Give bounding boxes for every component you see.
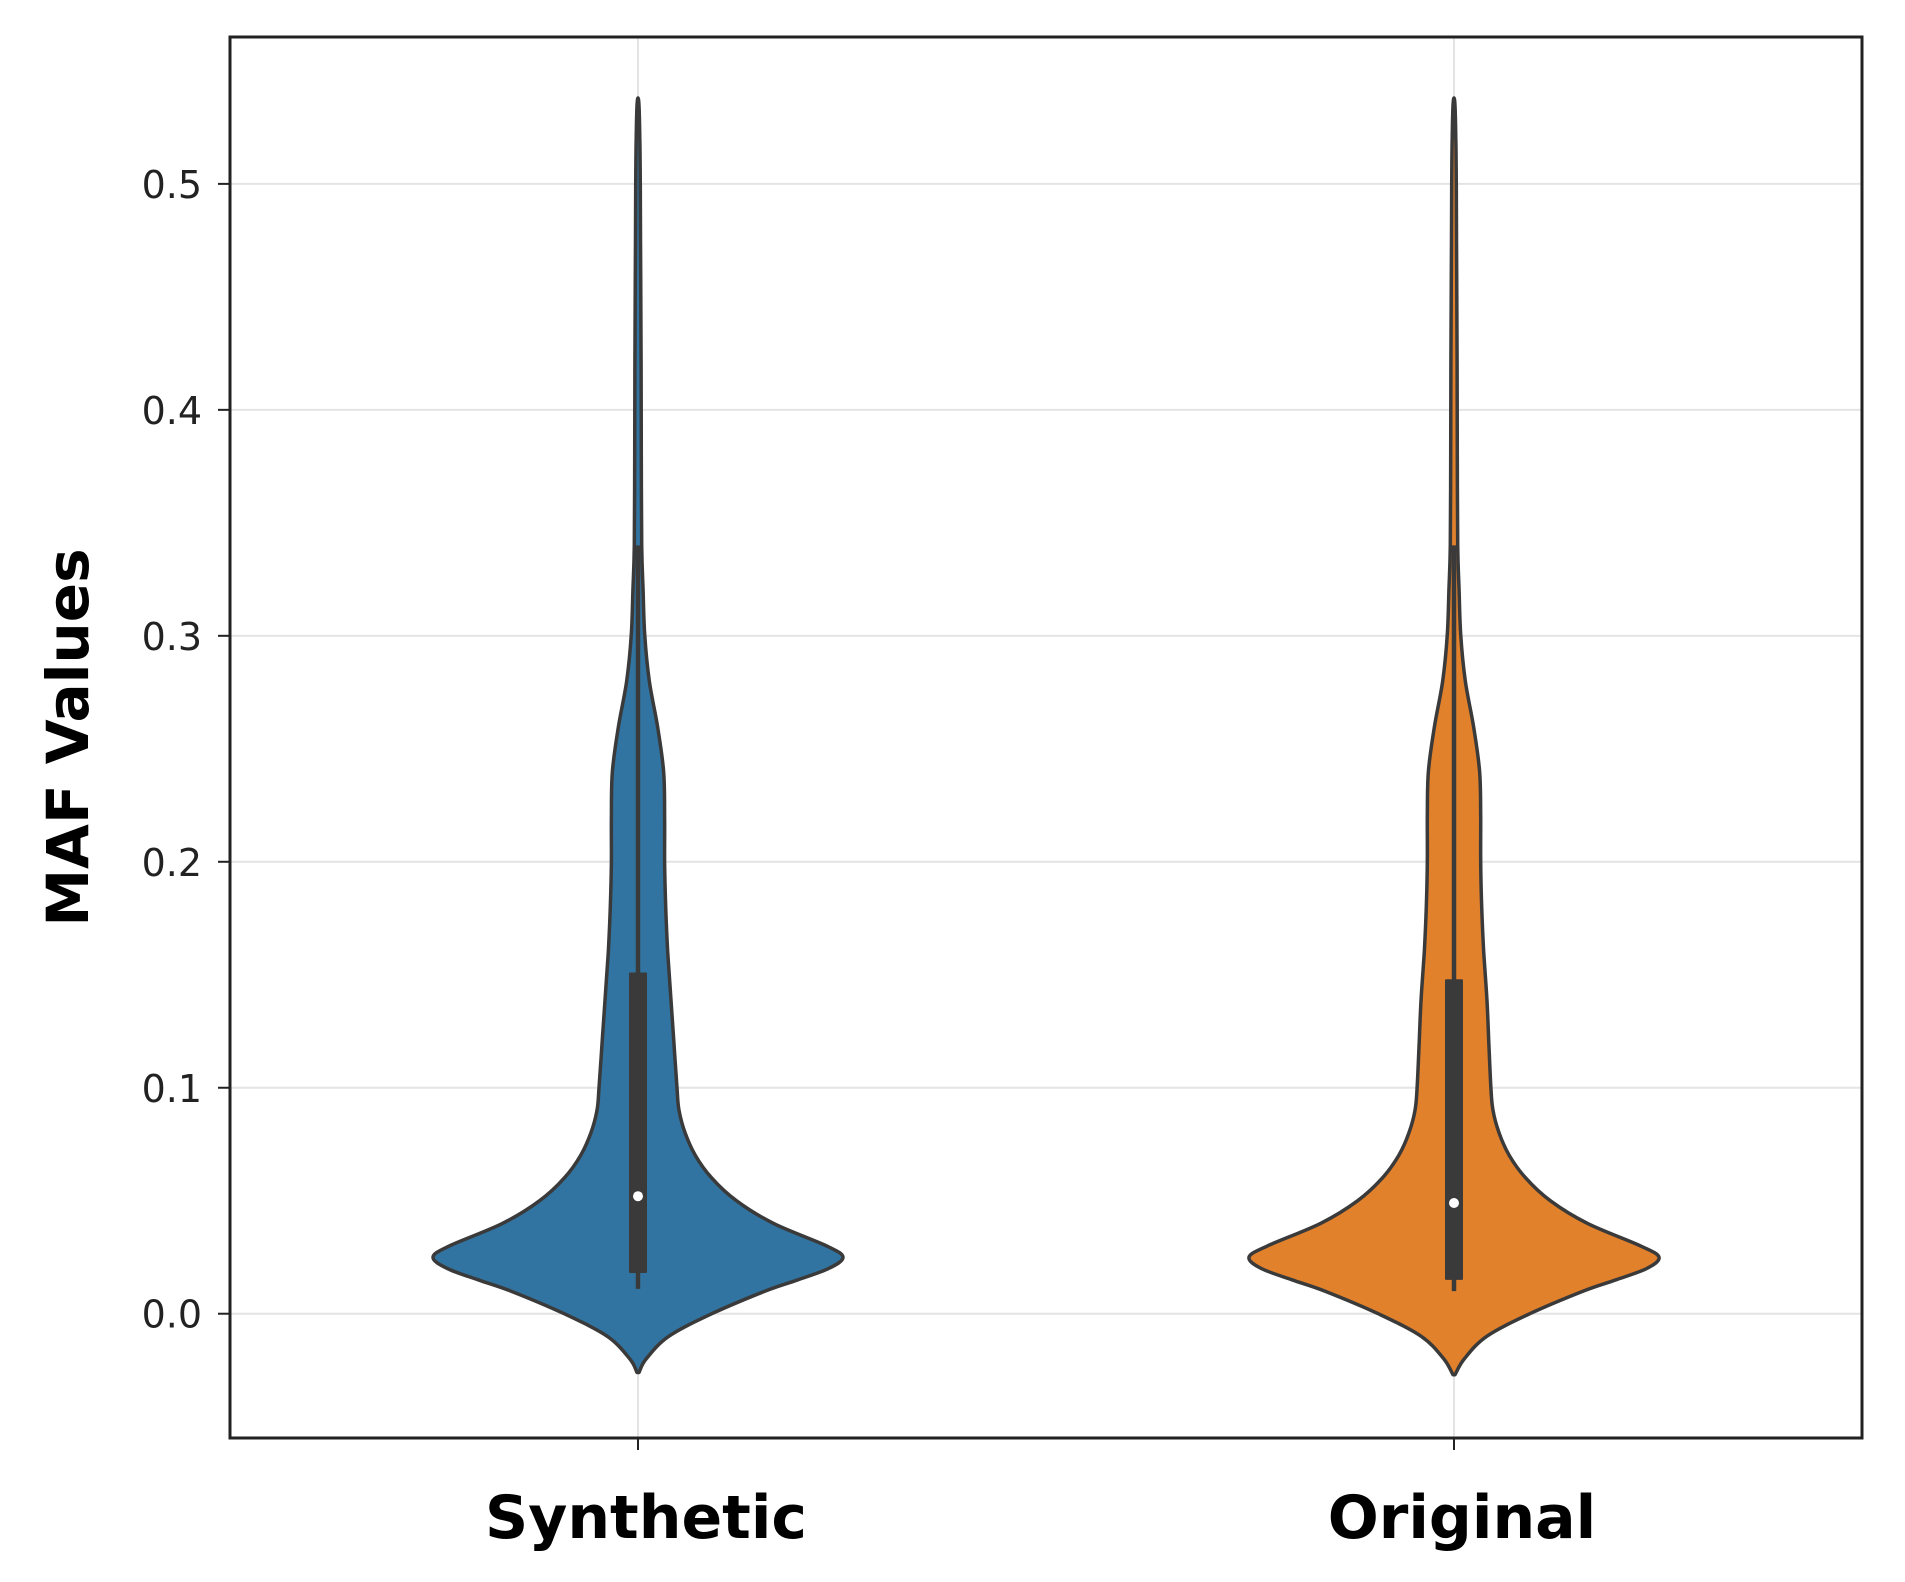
violin-iqr-box (1445, 979, 1463, 1280)
y-tick-label: 0.1 (142, 1067, 202, 1111)
y-tick-label: 0.0 (142, 1293, 202, 1337)
plot-frame (228, 35, 1864, 1440)
y-tick-label: 0.4 (142, 389, 202, 433)
axes-layer (228, 35, 1864, 1440)
grid-layer (230, 37, 1862, 1438)
violin-median-point (1449, 1197, 1459, 1208)
violin-iqr-box (629, 972, 647, 1274)
y-tick-label: 0.5 (142, 163, 202, 207)
y-tick-label: 0.2 (142, 841, 202, 885)
violin-median-point (633, 1191, 643, 1202)
y-axis-label: MAF Values (34, 548, 102, 926)
violin-layer (431, 96, 1661, 1377)
x-tick-label: Synthetic (485, 1483, 807, 1553)
tick-layer: 0.0 0.1 0.2 0.3 0.4 0.5 Synthetic Original (142, 163, 1597, 1553)
x-tick-label: Original (1328, 1483, 1596, 1553)
y-tick-label: 0.3 (142, 615, 202, 659)
